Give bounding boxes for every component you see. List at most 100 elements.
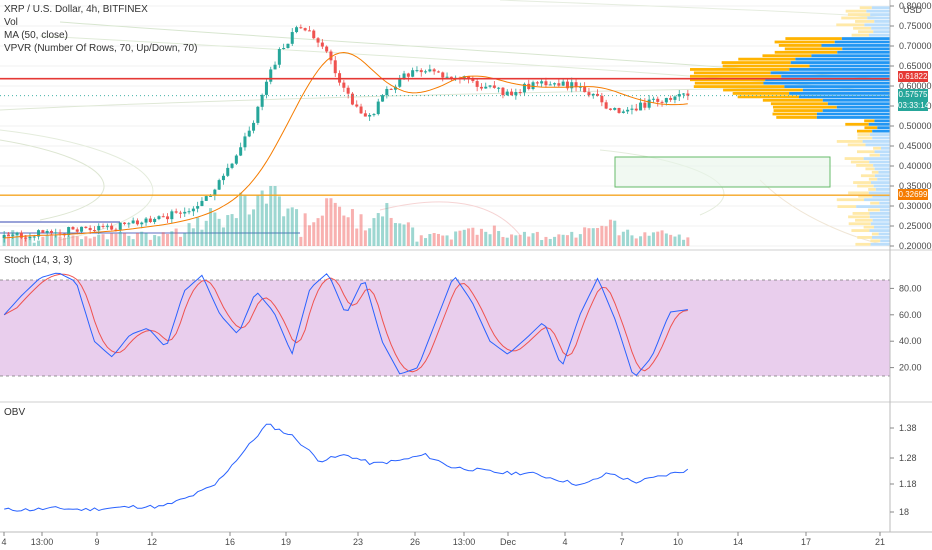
volume-bar [449, 239, 453, 246]
vpvr-bar-down [855, 242, 871, 246]
volume-bar [6, 232, 10, 246]
volume-profile [690, 6, 890, 246]
vpvr-bar-down [774, 40, 835, 44]
candle-body [544, 81, 548, 86]
candle-body [161, 216, 165, 218]
volume-bar [166, 233, 170, 246]
stoch-label[interactable]: Stoch (14, 3, 3) [4, 255, 73, 266]
candle-body [269, 69, 273, 82]
obv-axis[interactable]: 1.38 1.28 1.18 18 [890, 423, 917, 517]
candle-body [299, 27, 303, 29]
vpvr-bar-up [834, 40, 890, 44]
fib-arc-line [59, 21, 891, 81]
candle-body [368, 114, 372, 117]
vpvr-bar-down [850, 160, 870, 164]
volume-bar [669, 234, 673, 246]
candle-body [488, 85, 492, 87]
candle-body [626, 109, 630, 112]
vpvr-bar-up [870, 13, 890, 16]
candle-body [613, 107, 617, 110]
volume-bar [488, 234, 492, 246]
volume-bar [127, 235, 131, 246]
candle-body [144, 218, 148, 223]
volume-bar [544, 236, 548, 246]
ma-label[interactable]: MA (50, close) [4, 30, 68, 41]
candle-body [338, 73, 342, 83]
time-tick-label: 16 [225, 537, 235, 547]
vpvr-bar-down [847, 13, 871, 16]
candle-body [41, 230, 45, 233]
fib-arc-line [0, 129, 154, 241]
vpvr-bar-down [855, 218, 873, 222]
volume-bar [561, 234, 565, 246]
volume-bar [110, 233, 114, 246]
price-tag-support: 0.32699 [898, 189, 928, 200]
price-tick-label: 0.65000 [899, 61, 932, 71]
candle-body [277, 49, 281, 65]
volume-bar [535, 231, 539, 246]
vpvr-bar-up [802, 88, 890, 92]
time-tick-label: 23 [353, 537, 363, 547]
candle-body [411, 70, 415, 77]
candle-body [28, 237, 32, 239]
volume-bar [540, 240, 544, 246]
time-tick-label: 4 [562, 537, 567, 547]
vpvr-bar-up [821, 44, 890, 47]
vpvr-bar-up [869, 133, 890, 136]
stoch-axis[interactable]: 80.00 60.00 40.00 20.00 [890, 283, 922, 373]
candle-body [178, 212, 182, 214]
candle-body [540, 81, 544, 84]
candle-body [191, 208, 195, 212]
vpvr-bar-down [693, 71, 771, 75]
vpvr-bar-up [827, 102, 890, 106]
obv-label[interactable]: OBV [4, 407, 26, 418]
price-tick-label: 0.60000 [899, 81, 932, 91]
stoch-tick-label: 80.00 [899, 283, 922, 293]
vpvr-bar-up [879, 153, 890, 157]
volume-bar [415, 241, 419, 246]
candle-body [312, 30, 316, 39]
price-tick-label: 0.40000 [899, 161, 932, 171]
volume-bar [359, 214, 363, 246]
volume-bar [462, 229, 466, 246]
candle-body [239, 147, 243, 156]
volume-bar [101, 234, 105, 246]
vpvr-bar-up [811, 54, 890, 58]
volume-bar [634, 238, 638, 246]
volume-bar [647, 235, 651, 246]
volume-bar [381, 216, 385, 246]
candle-body [32, 236, 36, 238]
volume-bar [432, 233, 436, 246]
vpvr-bar-up [874, 150, 890, 154]
vpvr-bar-up [878, 170, 890, 174]
candle-body [170, 211, 174, 220]
vpvr-bar-down [864, 119, 875, 123]
volume-bar [596, 228, 600, 246]
volume-bar [67, 236, 71, 246]
candle-body [320, 42, 324, 47]
time-axis[interactable]: 4 13:00 9 12 16 19 23 26 13:00 Dec 4 7 10 14 17 21 [1, 532, 885, 547]
main-legend: XRP / U.S. Dollar, 4h, BITFINEX Vol MA (… [4, 3, 197, 55]
volume-bar [58, 236, 62, 246]
candle-body [643, 102, 647, 108]
vpvr-bar-down [773, 109, 823, 112]
price-axis[interactable]: 0.800000.750000.700000.650000.600000.550… [890, 1, 932, 251]
candle-body [445, 76, 449, 78]
volume-bar [454, 231, 458, 246]
vpvr-label[interactable]: VPVR (Number Of Rows, 70, Up/Down, 70) [4, 43, 198, 54]
candle-body [617, 107, 621, 113]
volume-bar [183, 232, 187, 246]
candle-body [209, 195, 213, 197]
candle-body [342, 82, 346, 88]
price-tick-label: 0.30000 [899, 201, 932, 211]
candle-body [608, 108, 612, 110]
candle-body [187, 211, 191, 213]
volume-bar [660, 230, 664, 246]
vpvr-bar-down [851, 229, 870, 232]
symbol-title[interactable]: XRP / U.S. Dollar, 4h, BITFINEX [4, 4, 148, 15]
candle-body [677, 94, 681, 97]
vol-label[interactable]: Vol [4, 17, 18, 28]
volume-bar [578, 234, 582, 246]
price-tick-label: 0.45000 [899, 141, 932, 151]
